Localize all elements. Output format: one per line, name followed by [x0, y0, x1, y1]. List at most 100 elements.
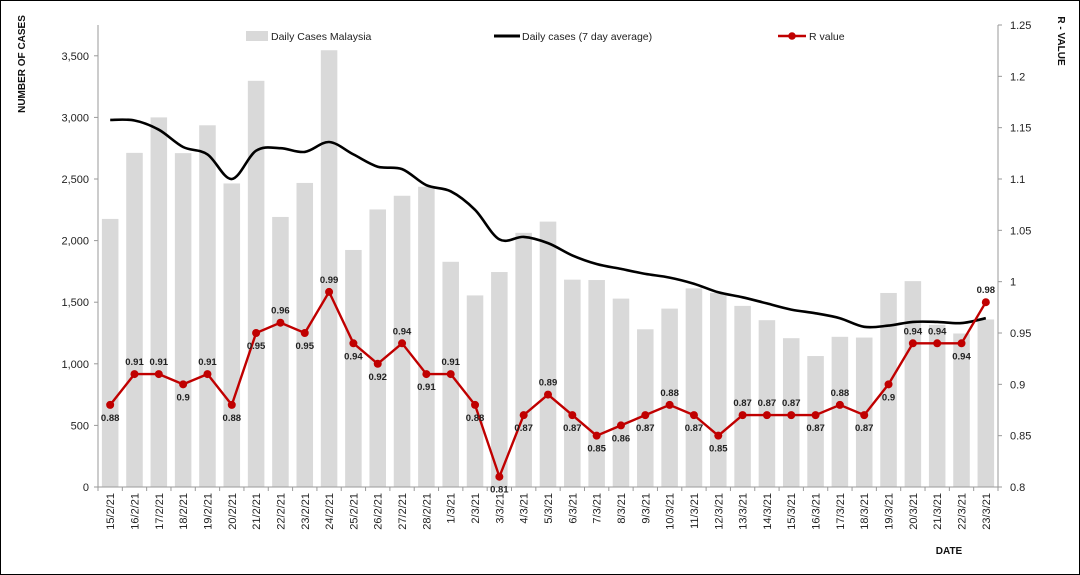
r-data-label: 0.94	[344, 351, 363, 362]
r-marker	[519, 411, 528, 420]
x-tick-label: 1/3/21	[446, 493, 458, 524]
r-data-label: 0.87	[733, 398, 752, 409]
right-tick-label: 0.95	[1010, 328, 1031, 340]
legend-swatch-bar	[246, 31, 268, 41]
r-marker	[325, 287, 334, 296]
bar	[466, 295, 484, 487]
r-data-label: 0.88	[660, 388, 679, 399]
r-marker	[544, 390, 552, 399]
bar	[320, 50, 338, 487]
r-data-label: 0.88	[101, 413, 120, 424]
x-tick-label: 19/3/21	[884, 493, 896, 530]
x-tick-label: 19/2/21	[203, 493, 215, 530]
left-axis-title: NUMBER OF CASES	[17, 15, 28, 113]
left-tick-label: 2,500	[61, 174, 89, 186]
r-data-label: 0.94	[904, 326, 923, 337]
legend: Daily Cases Malaysia Daily cases (7 day …	[246, 31, 845, 43]
bar	[928, 324, 946, 487]
x-tick-label: 15/3/21	[786, 493, 798, 530]
r-data-label: 0.87	[685, 423, 704, 434]
bar	[880, 292, 897, 487]
bar	[904, 281, 922, 487]
r-data-label: 0.91	[125, 357, 144, 368]
bar	[174, 153, 192, 488]
x-tick-label: 8/3/21	[616, 493, 628, 524]
x-tick-label: 18/3/21	[859, 493, 871, 530]
r-marker	[738, 411, 747, 420]
r-data-label: 0.88	[223, 413, 242, 424]
bar	[515, 232, 532, 487]
r-data-label: 0.9	[177, 392, 190, 403]
left-tick-label: 3,000	[61, 112, 89, 124]
bar	[539, 221, 557, 487]
r-marker	[933, 339, 942, 348]
x-tick-label: 16/3/21	[811, 493, 823, 530]
x-tick-label: 21/3/21	[932, 493, 944, 530]
x-tick-label: 17/2/21	[154, 493, 166, 530]
right-tick-label: 0.9	[1010, 379, 1025, 391]
bar	[272, 216, 289, 487]
r-marker	[422, 370, 431, 379]
bar	[588, 280, 605, 487]
bar	[661, 308, 678, 487]
line-series-r-value	[106, 287, 990, 481]
r-marker	[981, 298, 990, 307]
r-marker	[349, 339, 358, 348]
bar	[247, 80, 265, 487]
r-marker	[252, 329, 261, 337]
right-tick-label: 1.25	[1010, 20, 1031, 32]
x-tick-label: 26/2/21	[373, 493, 385, 530]
r-data-label: 0.89	[539, 378, 558, 389]
x-tick-label: 10/3/21	[665, 493, 677, 530]
r-marker	[495, 472, 504, 481]
x-tick-label: 13/3/21	[738, 493, 750, 530]
bar	[758, 320, 776, 487]
bar	[685, 288, 703, 487]
right-tick-label: 0.8	[1010, 482, 1025, 494]
bar	[418, 186, 435, 487]
right-tick-label: 1.1	[1010, 174, 1025, 186]
r-marker	[689, 411, 698, 420]
x-axis-ticks: 15/2/21 16/2/21 17/2/21 18/2/21 19/2/21 20/2/…	[97, 487, 999, 530]
left-tick-label: 2,000	[61, 236, 89, 248]
r-value-data-labels: 0.88 0.91 0.91 0.9 0.91 0.88 0.95 0.96 0.95 0.99 0…	[101, 275, 995, 496]
x-tick-label: 17/3/21	[835, 493, 847, 530]
right-tick-label: 1.15	[1010, 123, 1031, 135]
bar	[101, 218, 119, 487]
r-data-label: 0.87	[563, 423, 582, 434]
r-data-label: 0.86	[612, 433, 631, 444]
r-marker	[665, 400, 674, 409]
r-marker	[373, 359, 382, 368]
r-data-label: 0.87	[514, 423, 533, 434]
x-tick-label: 12/3/21	[713, 493, 725, 530]
r-data-label: 0.92	[368, 372, 387, 383]
r-marker	[884, 380, 893, 389]
r-marker	[203, 370, 212, 379]
r-marker	[762, 411, 771, 420]
r-marker	[154, 370, 163, 379]
r-data-label: 0.94	[393, 326, 412, 337]
r-marker	[616, 421, 625, 430]
x-tick-label: 4/3/21	[519, 493, 531, 524]
right-axis-title: R - VALUE	[1055, 16, 1066, 66]
r-data-label: 0.88	[831, 388, 850, 399]
r-marker	[714, 431, 723, 440]
avg-line-path	[110, 118, 987, 329]
r-marker	[641, 411, 650, 420]
r-marker	[398, 339, 407, 348]
bar	[612, 298, 630, 487]
r-data-label: 0.87	[806, 423, 825, 434]
bar	[637, 329, 654, 487]
x-tick-label: 25/2/21	[348, 493, 360, 530]
bar	[150, 117, 168, 488]
r-data-label: 0.94	[952, 351, 971, 362]
r-data-label: 0.87	[636, 423, 655, 434]
r-marker	[227, 400, 236, 409]
x-tick-label: 15/2/21	[105, 493, 117, 530]
r-data-label: 0.91	[417, 382, 436, 393]
r-marker	[300, 329, 309, 337]
r-marker	[276, 318, 285, 327]
r-data-label: 0.94	[928, 326, 947, 337]
legend-label-7day-average: Daily cases (7 day average)	[522, 31, 652, 43]
left-tick-label: 1,000	[61, 359, 89, 371]
